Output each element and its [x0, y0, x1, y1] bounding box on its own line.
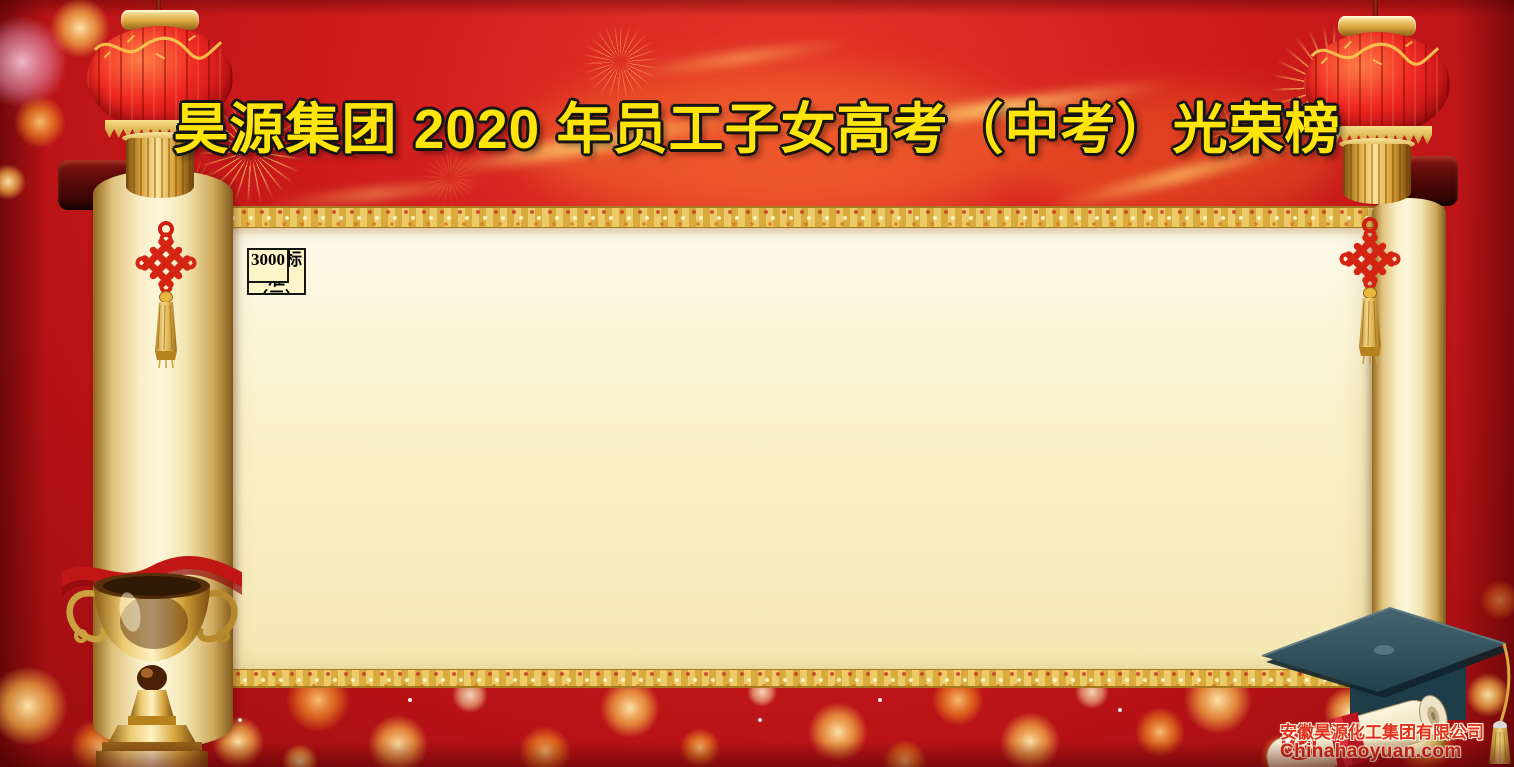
lantern-body	[87, 26, 233, 130]
lantern-cap	[1338, 16, 1416, 36]
red-lantern-icon	[85, 0, 235, 206]
vignette-top	[0, 0, 1514, 16]
lantern-tassel	[126, 138, 194, 198]
firework-burst-icon	[420, 148, 480, 208]
chinese-knot-icon	[135, 221, 197, 369]
lantern-cap	[121, 10, 199, 30]
red-lantern-icon	[1302, 0, 1452, 212]
scroll-body	[228, 228, 1390, 669]
table-cell: 3000	[247, 248, 289, 283]
lantern-wire	[156, 0, 161, 12]
scroll-bottom-border	[198, 668, 1446, 688]
dragon-pattern-icon	[93, 34, 223, 60]
scroll-top-border	[150, 206, 1444, 229]
trophy-icon	[62, 556, 242, 767]
poster-title: 昊源集团 2020 年员工子女高考（中考）光荣榜	[173, 98, 1341, 160]
chinese-knot-icon	[1339, 217, 1401, 365]
company-name: 安徽昊源化工集团有限公司	[1280, 723, 1484, 743]
dragon-pattern-icon	[1310, 40, 1440, 66]
firework-burst-icon	[580, 22, 660, 102]
firework-burst-icon	[1198, 96, 1268, 166]
lantern-wire	[1373, 0, 1378, 18]
lantern-body	[1304, 32, 1450, 136]
vignette-bottom	[0, 741, 1514, 767]
scroll-rod-end	[1406, 156, 1458, 206]
graduation-cap-icon	[1261, 606, 1511, 767]
lantern-tassel	[1343, 144, 1411, 204]
